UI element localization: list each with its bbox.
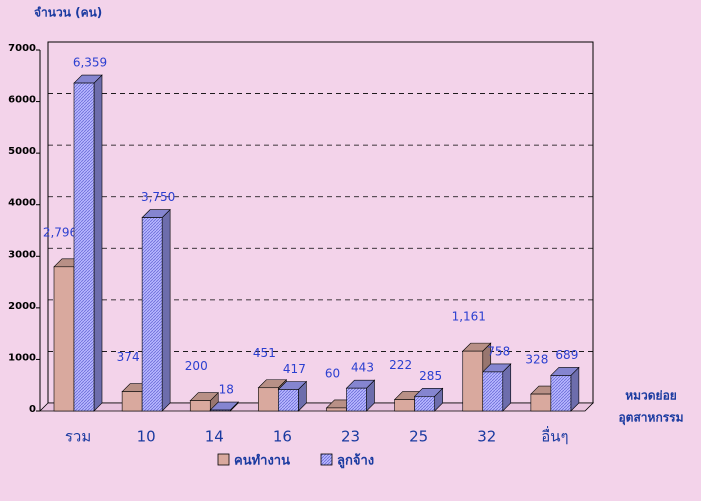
y-tick-label: 1000 xyxy=(8,352,36,363)
value-label: 222 xyxy=(389,358,412,372)
value-label: 328 xyxy=(525,353,548,367)
bar xyxy=(278,389,299,412)
bar xyxy=(209,409,231,412)
x-axis-label: อุตสาหกรรม xyxy=(618,411,683,426)
value-label: 689 xyxy=(555,348,578,362)
value-label: 2,796 xyxy=(43,225,77,239)
value-label: 285 xyxy=(419,369,442,383)
bar-group xyxy=(73,74,103,412)
bar-group xyxy=(413,387,444,412)
bar xyxy=(53,266,75,412)
plot-area xyxy=(47,41,594,404)
y-tick-label: 4000 xyxy=(8,198,36,209)
x-tick-label: 10 xyxy=(137,428,156,446)
bar xyxy=(189,400,211,412)
value-label: 443 xyxy=(351,361,374,375)
value-label: 200 xyxy=(185,359,208,373)
bar xyxy=(121,391,143,412)
value-label: 417 xyxy=(283,362,306,376)
x-tick-label: 14 xyxy=(205,428,224,446)
bar-group xyxy=(189,391,219,412)
x-tick-label: 23 xyxy=(341,428,360,446)
legend-swatch xyxy=(320,453,333,466)
bar-group xyxy=(550,366,580,412)
value-label: 6,359 xyxy=(73,56,107,70)
bar-group xyxy=(482,363,512,412)
bar-group xyxy=(209,401,239,412)
bar xyxy=(346,387,367,412)
bar-side xyxy=(93,74,103,412)
legend-label: คนทำงาน xyxy=(234,453,290,469)
y-tick-label: 3000 xyxy=(8,249,36,260)
y-tick-label: 7000 xyxy=(8,43,36,54)
x-tick-label: รวม xyxy=(65,428,91,446)
bar-group xyxy=(141,208,171,412)
value-label: 451 xyxy=(253,346,276,360)
value-label: 1,161 xyxy=(452,310,486,324)
bar xyxy=(550,375,572,412)
y-tick-label: 2000 xyxy=(8,301,36,312)
y-tick-label: 5000 xyxy=(8,146,36,157)
bar xyxy=(141,217,163,412)
value-label: 3,750 xyxy=(141,190,175,204)
bar xyxy=(73,82,95,412)
value-label: 758 xyxy=(487,344,510,358)
bar-group xyxy=(277,380,308,412)
x-axis-label: หมวดย่อย xyxy=(625,389,677,403)
x-tick-label: อื่นๆ xyxy=(541,426,568,446)
y-tick-label: 6000 xyxy=(8,95,36,106)
bar xyxy=(258,387,279,412)
bar xyxy=(530,393,552,412)
bar xyxy=(394,399,415,412)
bar xyxy=(414,396,435,412)
legend-swatch xyxy=(217,453,230,466)
chart-title: จำนวน (คน) xyxy=(34,6,102,20)
value-label: 374 xyxy=(117,350,140,364)
bar xyxy=(462,350,484,412)
value-label: 60 xyxy=(325,366,340,380)
y-tick-label: 0 xyxy=(29,404,36,415)
bar-group xyxy=(345,379,376,412)
x-tick-label: 32 xyxy=(477,428,496,446)
bar-side xyxy=(161,208,171,412)
bar xyxy=(482,371,504,412)
legend-label: ลูกจ้าง xyxy=(337,453,374,469)
value-label: 18 xyxy=(219,383,234,397)
x-tick-label: 25 xyxy=(409,428,428,446)
bar xyxy=(326,407,347,412)
x-tick-label: 16 xyxy=(273,428,292,446)
